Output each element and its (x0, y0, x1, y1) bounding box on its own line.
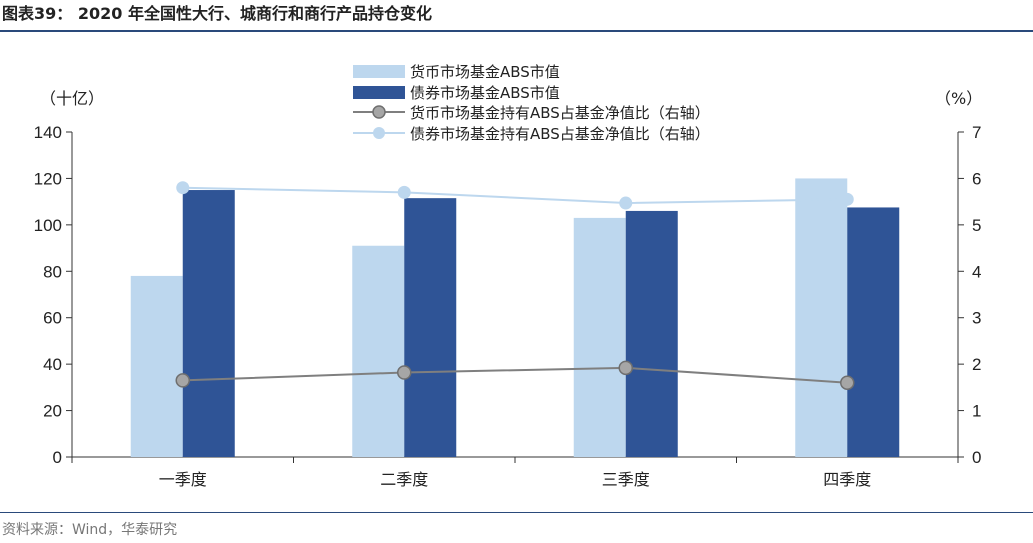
figure-title: 图表39： 2020 年全国性大行、城商行和商行产品持仓变化 (2, 4, 432, 23)
footer-rule (0, 512, 1033, 513)
bar-bond-abs-value (182, 190, 235, 458)
bar-mmf-abs-value (795, 178, 848, 457)
bar-bond-abs-value (625, 210, 678, 457)
right-tick-label: 2 (972, 355, 981, 374)
line-mmf-abs-ratio (182, 366, 848, 384)
point-mmf-abs-ratio (397, 365, 412, 380)
left-tick-label: 40 (43, 355, 62, 374)
right-tick-label: 3 (972, 309, 981, 328)
bar-bond-abs-value (847, 207, 900, 457)
left-tick-label: 0 (53, 448, 62, 467)
right-tick-label: 7 (972, 123, 981, 142)
x-category-label: 二季度 (380, 470, 428, 489)
right-axis-unit: （%） (935, 89, 982, 108)
legend-swatch-bond-bar (353, 86, 405, 99)
point-mmf-abs-ratio (175, 373, 190, 388)
bar-mmf-abs-value (573, 217, 626, 457)
right-tick-label: 6 (972, 169, 981, 188)
legend-label-bond-bar: 债券市场基金ABS市值 (410, 84, 560, 102)
chart: （十亿） （%） 货币市场基金ABS市值 债券市场基金ABS市值 货币市场基金持… (34, 63, 983, 489)
x-category-label: 一季度 (159, 470, 207, 489)
left-tick-label: 120 (34, 169, 62, 188)
title-rule (0, 30, 1033, 32)
legend-swatch-mmf-bar (353, 65, 405, 78)
plot-area: 0 20 40 60 80 100 120 140 0 1 2 3 4 5 6 7 一季度 二季度 三季度 四季度 (34, 123, 982, 489)
right-tick-label: 4 (972, 262, 981, 281)
right-tick-label: 1 (972, 402, 981, 421)
left-tick-label: 60 (43, 309, 62, 328)
x-category-label: 三季度 (602, 470, 650, 489)
left-tick-label: 140 (34, 123, 62, 142)
left-tick-label: 100 (34, 216, 62, 235)
left-tick-label: 20 (43, 402, 62, 421)
legend-label-mmf-bar: 货币市场基金ABS市值 (410, 63, 560, 81)
bar-mmf-abs-value (130, 275, 183, 457)
x-category-label: 四季度 (823, 470, 871, 489)
legend-label-bond-line: 债券市场基金持有ABS占基金净值比（右轴） (410, 125, 710, 143)
right-tick-label: 5 (972, 216, 981, 235)
point-bond-abs-ratio (619, 196, 633, 210)
legend-label-mmf-line: 货币市场基金持有ABS占基金净值比（右轴） (410, 104, 710, 122)
line-bond-abs-ratio (182, 186, 848, 205)
point-bond-abs-ratio (397, 185, 411, 199)
point-bond-abs-ratio (840, 192, 854, 206)
point-mmf-abs-ratio (840, 375, 855, 390)
left-axis-unit: （十亿） (40, 89, 104, 108)
legend: 货币市场基金ABS市值 债券市场基金ABS市值 货币市场基金持有ABS占基金净值… (353, 63, 710, 143)
source-note: 资料来源：Wind，华泰研究 (2, 522, 178, 538)
bar-mmf-abs-value (352, 245, 405, 457)
left-tick-label: 80 (43, 262, 62, 281)
right-tick-label: 0 (972, 448, 981, 467)
point-bond-abs-ratio (176, 181, 190, 195)
legend-marker-mmf-line (372, 105, 386, 119)
bar-bond-abs-value (404, 198, 457, 458)
point-mmf-abs-ratio (618, 360, 633, 376)
legend-marker-bond-line (373, 127, 385, 139)
